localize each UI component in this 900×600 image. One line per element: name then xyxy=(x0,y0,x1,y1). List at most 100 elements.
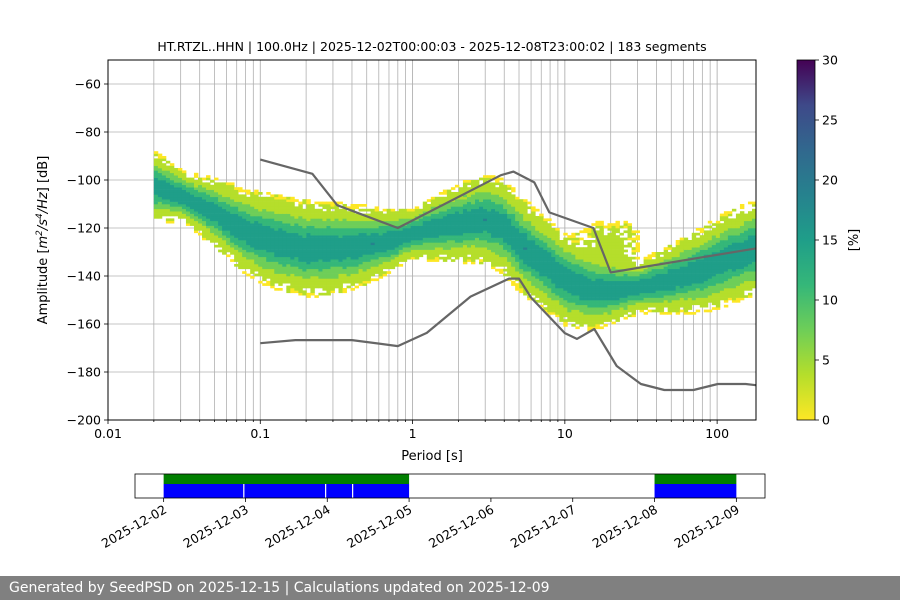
heatmap-cell xyxy=(667,304,673,308)
heatmap-cell xyxy=(487,208,492,212)
heatmap-cell xyxy=(543,237,548,241)
heatmap-cell xyxy=(607,232,612,236)
heatmap-cell xyxy=(663,304,669,308)
heatmap-cell xyxy=(659,292,665,296)
heatmap-cell xyxy=(366,256,372,260)
heatmap-cell xyxy=(366,280,372,284)
heatmap-cell xyxy=(202,206,207,210)
heatmap-cell xyxy=(226,204,231,207)
heatmap-cell xyxy=(519,261,524,265)
heatmap-cell xyxy=(535,237,540,241)
heatmap-cell xyxy=(406,232,412,236)
heatmap-cell xyxy=(294,261,299,265)
heatmap-cell xyxy=(266,228,271,231)
heatmap-cell xyxy=(731,268,737,272)
heatmap-cell xyxy=(430,249,436,253)
heatmap-cell xyxy=(611,304,616,308)
heatmap-cell xyxy=(270,261,275,265)
heatmap-cell xyxy=(330,216,335,219)
heatmap-cell xyxy=(230,182,235,186)
heatmap-cell xyxy=(627,297,632,301)
heatmap-cell xyxy=(346,264,351,267)
heatmap-cell xyxy=(503,256,508,260)
heatmap-cell xyxy=(250,211,255,214)
heatmap-cell xyxy=(491,201,496,205)
heatmap-cell xyxy=(326,230,331,234)
heatmap-cell xyxy=(563,276,568,279)
heatmap-cell xyxy=(322,247,327,250)
heatmap-cell xyxy=(338,220,343,224)
heatmap-cell xyxy=(326,211,331,214)
heatmap-cell xyxy=(242,220,247,224)
heatmap-cell xyxy=(723,261,729,265)
heatmap-cell xyxy=(250,235,255,238)
heatmap-cell xyxy=(715,266,721,270)
heatmap-cell xyxy=(278,252,283,255)
heatmap-cell xyxy=(270,264,275,267)
heatmap-cell xyxy=(266,204,271,207)
heatmap-cell xyxy=(603,271,608,274)
heatmap-cell xyxy=(579,271,584,274)
heatmap-cell xyxy=(362,249,368,253)
heatmap-cell xyxy=(663,297,669,301)
heatmap-cell xyxy=(246,216,251,219)
heatmap-cell xyxy=(531,206,536,210)
heatmap-cell xyxy=(338,201,343,205)
heatmap-cell xyxy=(193,211,199,214)
heatmap-cell xyxy=(165,213,171,217)
heatmap-cell xyxy=(655,290,661,294)
heatmap-cell xyxy=(290,278,295,282)
heatmap-cell xyxy=(434,204,440,207)
heatmap-cell xyxy=(735,216,741,219)
heatmap-cell xyxy=(266,206,271,210)
heatmap-cell xyxy=(663,280,669,284)
heatmap-cell xyxy=(422,216,428,219)
heatmap-cell xyxy=(647,254,653,258)
heatmap-cell xyxy=(563,292,568,296)
heatmap-cell xyxy=(575,321,580,325)
heatmap-cell xyxy=(495,220,500,224)
heatmap-cell xyxy=(282,199,287,202)
heatmap-cell xyxy=(206,228,211,231)
heatmap-cell xyxy=(615,264,620,267)
heatmap-cell xyxy=(479,201,484,205)
heatmap-cell xyxy=(527,276,532,279)
heatmap-cell xyxy=(547,276,552,279)
heatmap-cell xyxy=(370,256,376,260)
heatmap-cell xyxy=(679,242,685,246)
heatmap-cell xyxy=(539,288,544,291)
heatmap-cell xyxy=(422,249,428,253)
heatmap-cell xyxy=(330,268,335,272)
heatmap-cell xyxy=(446,194,452,198)
heatmap-cell xyxy=(358,254,363,258)
heatmap-cell xyxy=(679,295,685,298)
heatmap-cell xyxy=(519,206,524,210)
heatmap-cell xyxy=(390,213,396,217)
heatmap-cell xyxy=(382,259,388,262)
heatmap-cell xyxy=(615,230,620,234)
heatmap-cell xyxy=(374,211,380,214)
heatmap-cell xyxy=(366,237,372,241)
heatmap-cell xyxy=(559,271,564,274)
heatmap-cell xyxy=(559,278,564,282)
heatmap-cell xyxy=(591,283,596,286)
heatmap-cell xyxy=(591,273,596,277)
heatmap-cell xyxy=(487,252,492,255)
heatmap-cell xyxy=(527,216,532,219)
heatmap-cell xyxy=(599,220,604,224)
heatmap-cell xyxy=(607,319,612,322)
heatmap-cell xyxy=(487,216,492,219)
heatmap-cell xyxy=(647,300,653,303)
heatmap-cell xyxy=(262,201,267,205)
heatmap-cell xyxy=(354,278,359,282)
heatmap-cell xyxy=(639,300,644,303)
heatmap-cell xyxy=(250,196,255,200)
heatmap-cell xyxy=(370,211,376,214)
heatmap-cell xyxy=(531,208,536,212)
heatmap-cell xyxy=(218,228,223,231)
heatmap-cell xyxy=(474,208,480,212)
heatmap-cell xyxy=(238,228,243,231)
heatmap-cell xyxy=(579,288,584,291)
heatmap-cell xyxy=(543,283,548,286)
heatmap-cell xyxy=(631,230,636,234)
